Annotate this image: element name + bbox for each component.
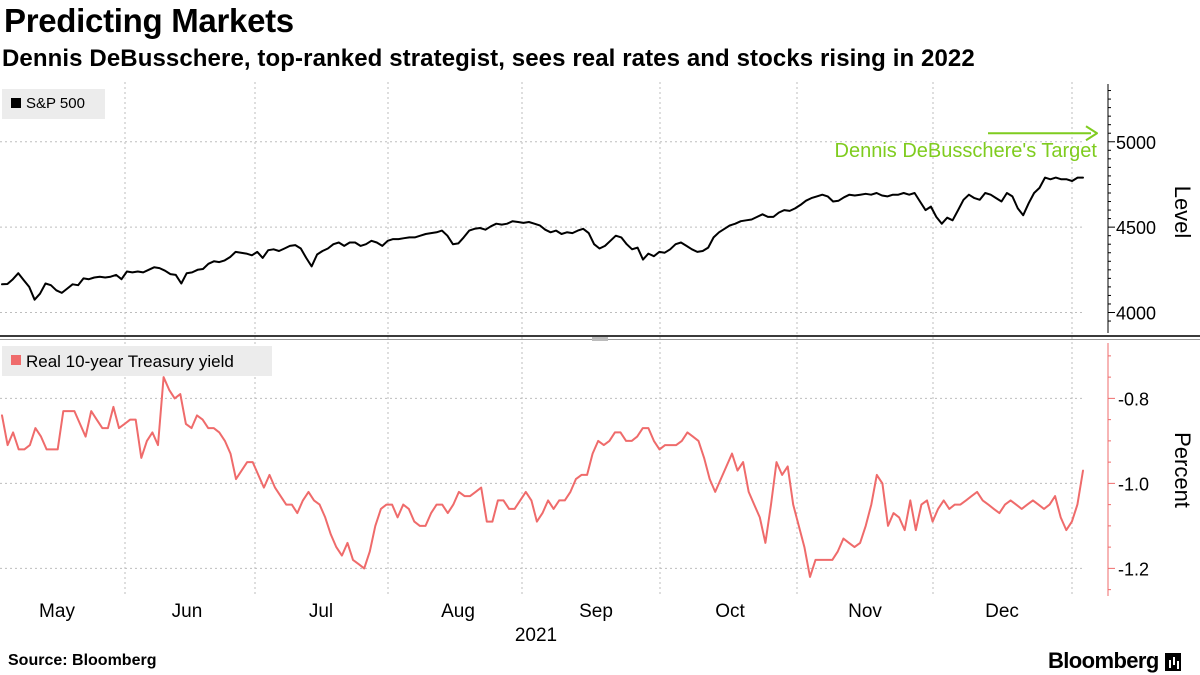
y-tick-label-top: 5000 <box>1116 133 1156 153</box>
chart-canvas: 4000 4500 5000 -0.8 -1.0 -1.2 Level Percent S&P … <box>0 82 1200 646</box>
x-tick-label: Jul <box>309 601 333 622</box>
y-tick-label-bottom: -0.8 <box>1118 389 1149 409</box>
legend-yield: Real 10-year Treasury yield <box>2 346 272 376</box>
legend-yield-bg <box>2 346 272 376</box>
panel-divider-grip <box>592 337 608 341</box>
real-yield-line <box>1 376 1084 578</box>
y-tick-label-bottom: -1.0 <box>1118 474 1149 494</box>
target-arrow-head <box>1085 125 1098 142</box>
target-annotation-label: Dennis DeBusschere's Target <box>835 140 1098 162</box>
y-tick-label-bottom: -1.2 <box>1118 559 1149 579</box>
chart-subtitle: Dennis DeBusschere, top-ranked strategis… <box>2 45 975 72</box>
terminal-icon <box>1164 653 1181 671</box>
chart-title: Predicting Markets <box>4 2 294 39</box>
bloomberg-logo: Bloomberg <box>1048 648 1181 674</box>
legend-sp500-swatch <box>11 98 21 108</box>
y-tick-label-top: 4500 <box>1116 218 1156 238</box>
x-tick-label: Jun <box>172 601 203 622</box>
legend-yield-label: Real 10-year Treasury yield <box>26 352 234 371</box>
x-tick-label: Aug <box>441 601 475 622</box>
legend-sp500: S&P 500 <box>2 89 105 119</box>
source-note: Source: Bloomberg <box>8 652 157 669</box>
x-tick-label: Oct <box>715 601 745 622</box>
y-axis-title-top: Level <box>1170 186 1195 239</box>
x-tick-label: Dec <box>985 601 1019 622</box>
x-tick-label: May <box>39 601 75 622</box>
brand-text: Bloomberg <box>1048 648 1159 673</box>
x-tick-label: Sep <box>579 601 613 622</box>
x-axis-year-label: 2021 <box>515 625 557 646</box>
legend-yield-swatch <box>11 355 21 365</box>
y-axis-title-bottom: Percent <box>1170 432 1195 508</box>
y-tick-label-top: 4000 <box>1116 304 1156 324</box>
x-tick-label: Nov <box>848 601 882 622</box>
sp500-line <box>1 176 1084 301</box>
legend-sp500-label: S&P 500 <box>26 95 85 112</box>
